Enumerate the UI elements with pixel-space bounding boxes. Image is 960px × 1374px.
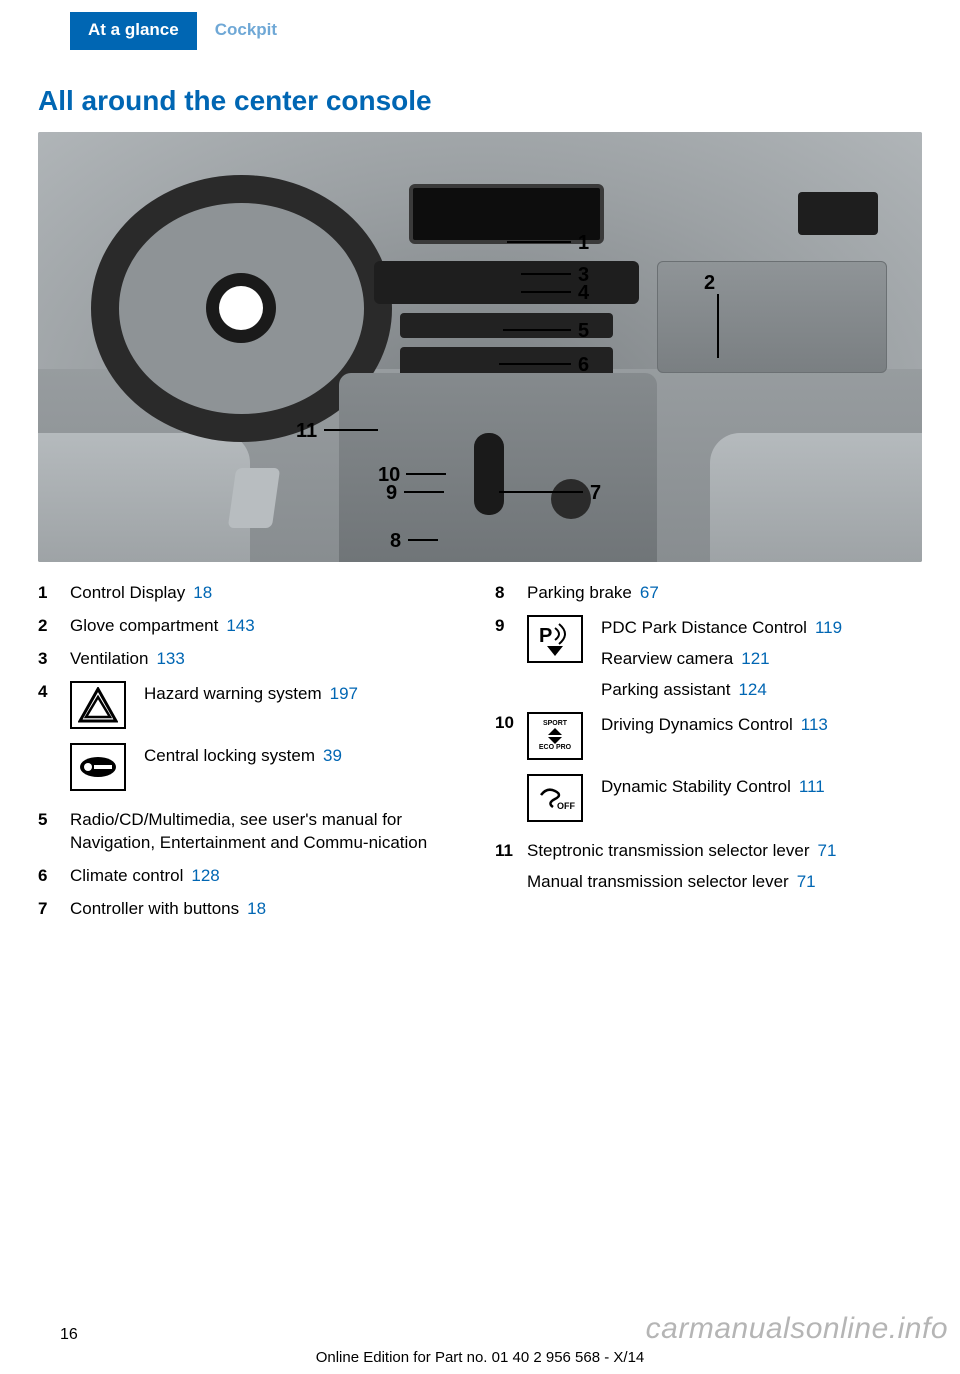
legend-item-8: 8 Parking brake67 xyxy=(495,582,922,605)
page-ref[interactable]: 39 xyxy=(323,746,342,765)
callout-9: 9 xyxy=(386,482,397,505)
tab-at-a-glance: At a glance xyxy=(70,12,197,50)
tab-cockpit: Cockpit xyxy=(197,12,295,50)
page-ref[interactable]: 18 xyxy=(193,583,212,602)
page-ref[interactable]: 71 xyxy=(797,872,816,891)
legend-item-5: 5 Radio/CD/Multimedia, see user's manual… xyxy=(38,809,465,855)
callout-7: 7 xyxy=(590,482,601,505)
hazard-warning-icon xyxy=(70,681,126,729)
page-ref[interactable]: 133 xyxy=(156,649,184,668)
page-ref[interactable]: 197 xyxy=(330,684,358,703)
legend-item-6: 6 Climate control128 xyxy=(38,865,465,888)
svg-text:P: P xyxy=(539,625,552,647)
header-tabs: At a glance Cockpit xyxy=(0,12,960,50)
callout-5: 5 xyxy=(578,320,589,343)
page-ref[interactable]: 119 xyxy=(815,618,842,637)
svg-text:OFF: OFF xyxy=(557,801,575,811)
page-ref[interactable]: 124 xyxy=(738,680,766,699)
page-ref[interactable]: 111 xyxy=(799,777,825,796)
callout-4: 4 xyxy=(578,282,589,305)
pdc-icon: P xyxy=(527,615,583,663)
legend-item-1: 1 Control Display18 xyxy=(38,582,465,605)
page-number: 16 xyxy=(60,1326,78,1344)
callout-1: 1 xyxy=(578,232,589,255)
page-ref[interactable]: 128 xyxy=(191,866,219,885)
page-ref[interactable]: 113 xyxy=(801,715,828,734)
page-title: All around the center console xyxy=(0,50,960,132)
page-ref[interactable]: 18 xyxy=(247,899,266,918)
callout-6: 6 xyxy=(578,354,589,377)
footer-text: Online Edition for Part no. 01 40 2 956 … xyxy=(0,1349,960,1366)
driving-dynamics-icon: SPORT ECO PRO xyxy=(527,712,583,760)
legend-columns: 1 Control Display18 2 Glove compartment1… xyxy=(0,582,960,931)
page-ref[interactable]: 143 xyxy=(226,616,254,635)
page-ref[interactable]: 121 xyxy=(741,649,769,668)
watermark: carmanualsonline.info xyxy=(646,1312,948,1346)
callout-8: 8 xyxy=(390,530,401,553)
central-locking-icon xyxy=(70,743,126,791)
legend-item-7: 7 Controller with buttons18 xyxy=(38,898,465,921)
legend-item-9: 9 P PDC Park Distance Control119 Rearvie… xyxy=(495,615,922,708)
legend-item-10: 10 SPORT ECO PRO Driving Dynamics Contro… xyxy=(495,712,922,836)
legend-item-3: 3 Ventilation133 xyxy=(38,648,465,671)
legend-item-11: 11 Steptronic transmission selector leve… xyxy=(495,840,922,894)
dsc-off-icon: OFF xyxy=(527,774,583,822)
callout-11: 11 xyxy=(296,420,317,443)
center-console-illustration: 1 3 4 5 6 2 7 11 10 9 8 xyxy=(38,132,922,562)
page-ref[interactable]: 71 xyxy=(818,841,837,860)
legend-right-column: 8 Parking brake67 9 P PDC xyxy=(495,582,922,931)
legend-item-4: 4 Hazard warning system197 Central locki… xyxy=(38,681,465,805)
page-ref[interactable]: 67 xyxy=(640,583,659,602)
legend-item-2: 2 Glove compartment143 xyxy=(38,615,465,638)
callout-2: 2 xyxy=(704,272,715,295)
legend-left-column: 1 Control Display18 2 Glove compartment1… xyxy=(38,582,465,931)
